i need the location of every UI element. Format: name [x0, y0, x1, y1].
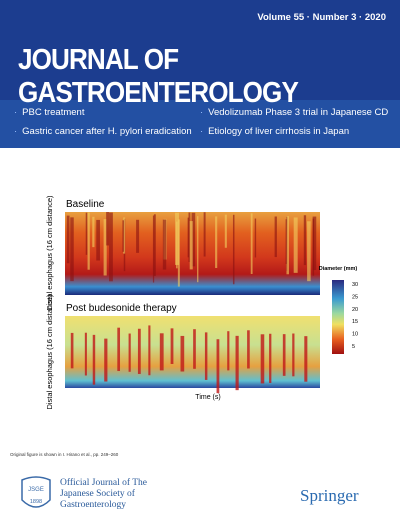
stripe	[109, 212, 113, 282]
badge-text: JSGE	[28, 487, 44, 493]
stripe	[250, 213, 253, 274]
x-label: Time (s)	[195, 394, 220, 401]
stripe	[84, 332, 87, 376]
highlight: Etiology of liver cirrhosis in Japan	[200, 126, 349, 137]
stripe	[232, 214, 235, 285]
colorbar-tick: 20	[352, 307, 358, 313]
stripe	[175, 212, 179, 265]
society-badge: JSGE 1898	[21, 476, 51, 508]
stripe	[187, 217, 189, 258]
stripe	[104, 338, 108, 382]
highlight: PBC treatment	[14, 107, 84, 118]
colorbar-tick: 5	[352, 344, 355, 350]
stripe	[285, 219, 287, 264]
stripe	[312, 216, 317, 271]
stripe	[254, 218, 257, 258]
stripe	[304, 336, 308, 382]
heatmap	[65, 316, 320, 388]
publisher: Springer	[300, 486, 359, 505]
stripe	[148, 325, 151, 376]
stripe	[96, 219, 100, 261]
stripe	[159, 333, 164, 371]
stripe	[197, 216, 199, 283]
stripe	[203, 212, 206, 257]
stripe	[188, 212, 191, 263]
stripe	[123, 217, 126, 254]
stripe	[227, 331, 230, 371]
colorbar-tick: 15	[352, 319, 358, 325]
stripe	[274, 216, 277, 258]
highlight: Vedolizumab Phase 3 trial in Japanese CD	[200, 107, 388, 118]
stripe	[180, 335, 185, 372]
stripe	[106, 212, 110, 246]
stripe	[162, 219, 167, 270]
stripe	[224, 214, 227, 248]
stripe	[136, 219, 140, 253]
stripe	[153, 214, 156, 276]
y-label: Distal esophagus (16 cm distance)	[45, 195, 54, 311]
stripe	[282, 334, 286, 376]
stripe	[137, 328, 141, 374]
stripe	[189, 221, 193, 270]
stripe	[170, 328, 174, 364]
credit: Original figure is shown in I. Hirano et…	[10, 452, 119, 457]
stripe	[66, 215, 70, 264]
stripe	[216, 339, 220, 394]
stripe	[152, 215, 155, 283]
colorbar-tick: 30	[352, 282, 358, 288]
stripe	[312, 218, 315, 276]
colorbar-tick: 10	[352, 332, 358, 338]
society: Official Journal of The Japanese Society…	[60, 478, 147, 510]
stripe	[286, 216, 289, 275]
colorbar-tick: 25	[352, 294, 358, 300]
header-background	[0, 0, 400, 100]
stripe	[128, 333, 131, 372]
stripe	[191, 212, 196, 267]
stripe	[103, 219, 107, 276]
stripe	[92, 216, 95, 248]
stripe	[307, 221, 311, 282]
figure: Baseline Distal esophagus (16 cm distanc…	[10, 195, 358, 457]
stripe	[92, 334, 96, 385]
stripe	[260, 334, 265, 384]
colorbar-label: Diameter (mm)	[319, 266, 358, 272]
stripe	[292, 333, 295, 377]
badge-year: 1898	[30, 499, 42, 505]
stripe	[235, 335, 239, 391]
stripe	[87, 212, 90, 270]
stripe	[204, 332, 208, 380]
highlight: Gastric cancer after H. pylori eradicati…	[14, 126, 191, 137]
panel-title: Post budesonide therapy	[66, 303, 177, 314]
stripe	[85, 212, 88, 255]
stripe	[269, 333, 272, 383]
stripe	[122, 220, 124, 252]
stripe	[293, 217, 298, 273]
stripe	[215, 216, 218, 268]
stripe	[303, 215, 307, 266]
panel-title: Baseline	[66, 199, 105, 210]
stripe	[247, 330, 250, 369]
issue: Volume 55 · Number 3 · 2020	[257, 12, 386, 23]
colorbar	[332, 280, 344, 354]
stripe	[70, 217, 74, 282]
stripe	[193, 329, 196, 369]
stripe	[70, 332, 74, 369]
stripe	[117, 327, 121, 372]
journal-title: JOURNAL OF GASTROENTEROLOGY	[18, 44, 299, 109]
y-label: Distal esophagus (16 cm distance)	[45, 294, 54, 410]
